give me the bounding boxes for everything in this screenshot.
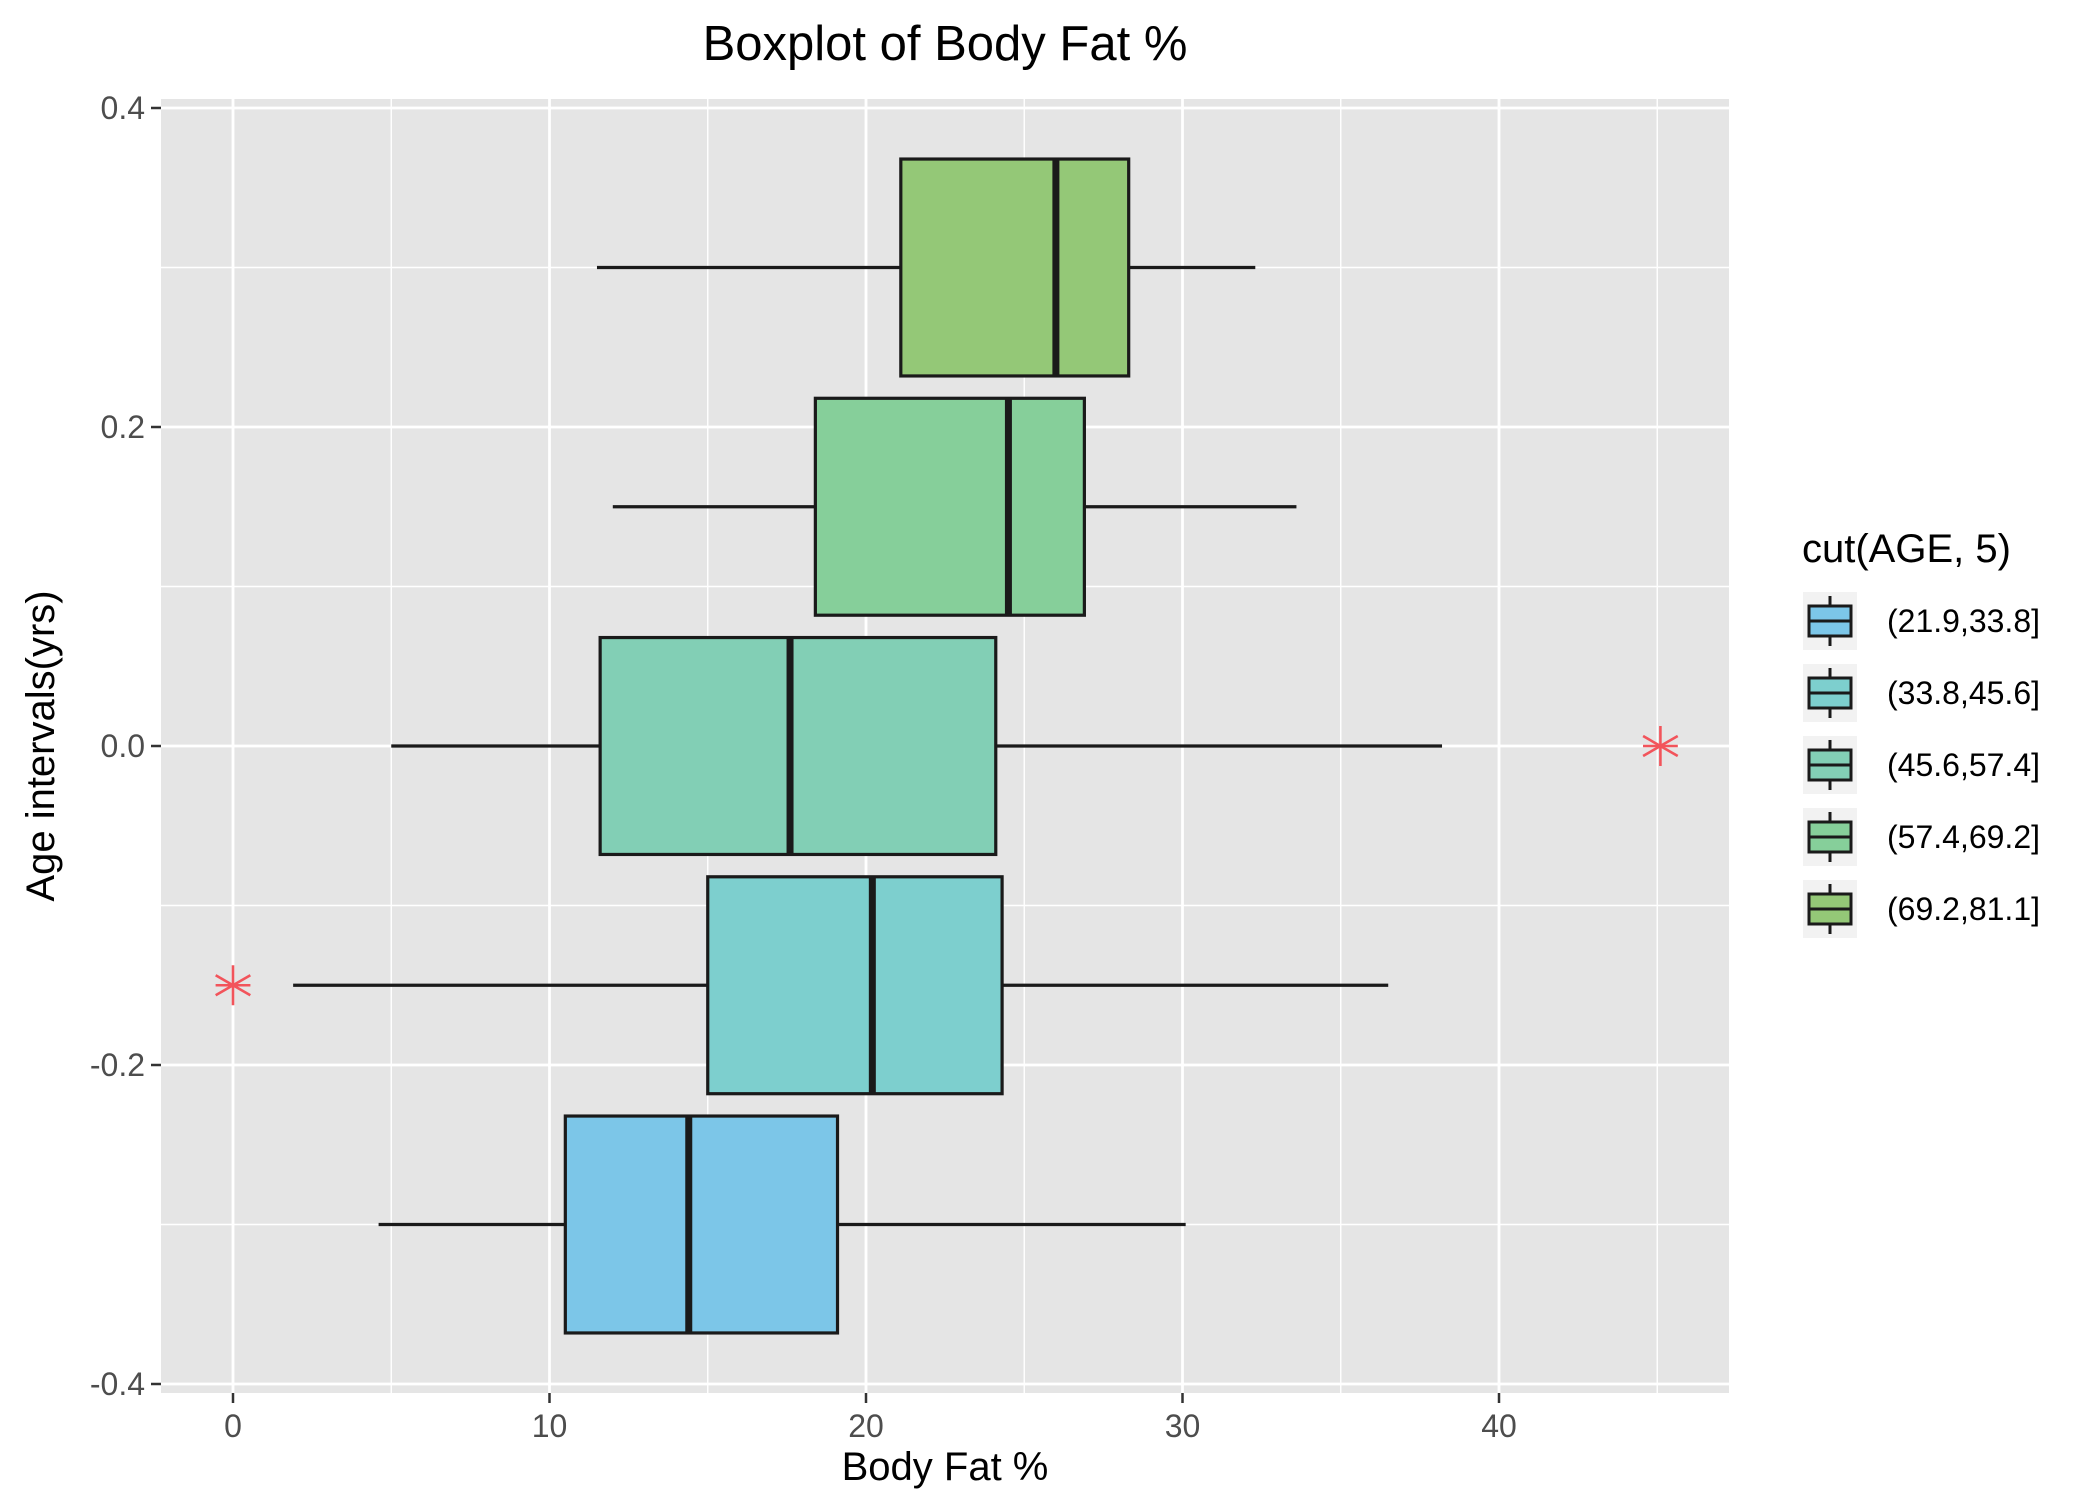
y-tick-label: 0.0 [101,728,145,764]
box-group [596,157,1256,378]
box-series [293,157,1443,1335]
legend-label: (21.9,33.8] [1887,603,2040,639]
y-axis: -0.4 -0.2 0.0 0.2 0.4 [90,90,161,1402]
legend-label: (45.6,57.4] [1887,747,2040,783]
y-tick-label: 0.2 [101,409,145,445]
box [563,1114,840,1335]
legend-label: (57.4,69.2] [1887,819,2040,855]
outlier-points [215,726,1679,1006]
legend-title: cut(AGE, 5) [1802,527,2011,571]
box-group [293,875,1389,1096]
x-tick-label: 40 [1481,1408,1517,1444]
x-tick-label: 0 [224,1408,242,1444]
legend-item: (21.9,33.8] [1803,592,2040,650]
y-tick-label: 0.4 [101,90,145,126]
legend: cut(AGE, 5) (21.9,33.8] (33.8,45.6] (45.6,… [1802,527,2040,938]
box [899,157,1131,378]
x-tick-label: 10 [532,1408,568,1444]
box-group [612,396,1297,617]
chart-title: Boxplot of Body Fat % [703,17,1188,71]
box-group [378,1114,1186,1335]
outlier-point [215,965,251,1006]
x-axis-title: Body Fat % [842,1445,1049,1489]
legend-item: (69.2,81.1] [1803,880,2040,938]
box [598,635,998,857]
outlier-point [1642,726,1679,766]
box [706,875,1004,1096]
legend-label: (33.8,45.6] [1887,675,2040,711]
y-axis-title: Age intervals(yrs) [19,590,63,901]
x-tick-label: 20 [848,1408,884,1444]
x-tick-label: 30 [1165,1408,1201,1444]
box-group [391,635,1443,857]
y-tick-label: -0.2 [90,1047,145,1083]
x-axis: 0 10 20 30 40 [224,1393,1517,1444]
box [813,396,1086,617]
legend-item: (33.8,45.6] [1803,664,2040,722]
legend-item: (57.4,69.2] [1803,808,2040,866]
legend-item: (45.6,57.4] [1803,736,2040,794]
y-tick-label: -0.4 [90,1366,145,1402]
legend-label: (69.2,81.1] [1887,891,2040,927]
